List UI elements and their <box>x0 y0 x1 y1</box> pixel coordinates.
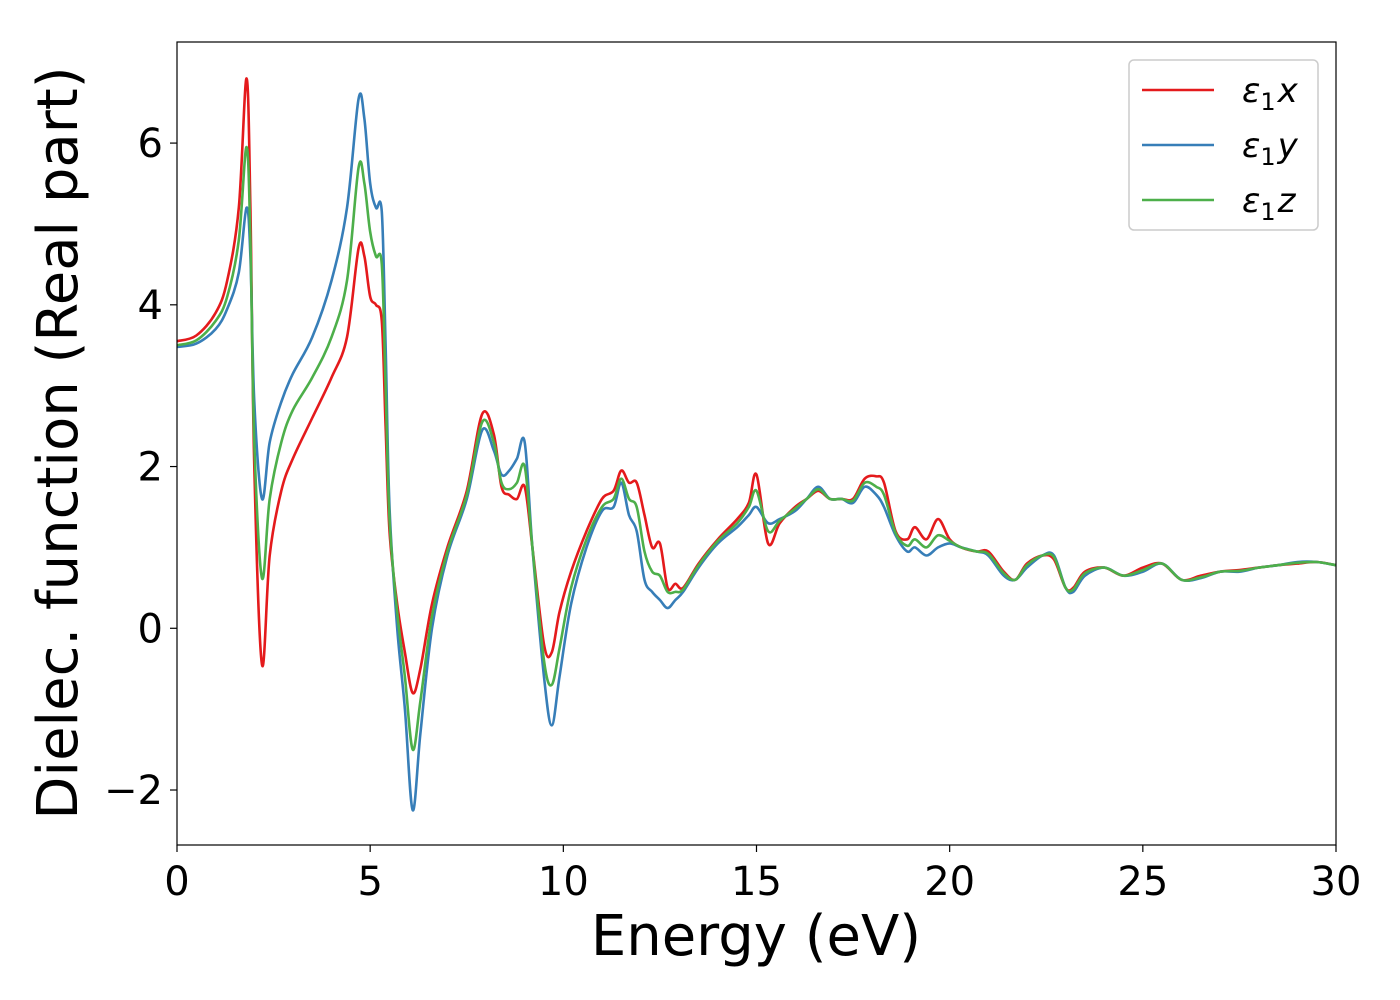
legend-variable: y <box>1277 126 1299 166</box>
y-tick-label: 2 <box>138 445 163 491</box>
series-layer <box>176 77 1337 812</box>
legend-subscript: 1 <box>1260 198 1275 226</box>
y-axis-ticks: −2 0 2 4 6 <box>104 121 177 814</box>
y-tick-label: 6 <box>138 121 163 167</box>
x-tick-label: 25 <box>1117 859 1168 905</box>
x-axis-ticks: 0 5 10 15 20 25 30 <box>164 845 1361 905</box>
x-tick-label: 30 <box>1311 859 1362 905</box>
x-tick-label: 15 <box>731 859 782 905</box>
x-tick-label: 20 <box>924 859 975 905</box>
legend-label-y: ε1y <box>1242 126 1299 171</box>
legend-subscript: 1 <box>1260 143 1275 171</box>
x-tick-label: 0 <box>164 859 189 905</box>
legend-variable: x <box>1277 71 1299 111</box>
y-tick-label: 4 <box>138 283 163 329</box>
x-tick-label: 10 <box>538 859 589 905</box>
legend-label-z: ε1z <box>1242 181 1297 226</box>
legend-box <box>1128 59 1319 231</box>
legend-subscript: 1 <box>1260 88 1275 116</box>
x-axis-title: Energy (eV) <box>591 904 921 969</box>
series-line-z <box>176 145 1337 751</box>
legend-epsilon: ε <box>1242 126 1260 166</box>
y-axis-title: Dielec. function (Real part) <box>26 66 91 819</box>
y-tick-label: −2 <box>104 768 163 814</box>
legend-epsilon: ε <box>1242 181 1260 221</box>
legend-variable: z <box>1277 181 1297 221</box>
x-tick-label: 5 <box>357 859 382 905</box>
y-tick-label: 0 <box>138 606 163 652</box>
legend-epsilon: ε <box>1242 71 1260 111</box>
legend-label-x: ε1x <box>1242 71 1299 116</box>
